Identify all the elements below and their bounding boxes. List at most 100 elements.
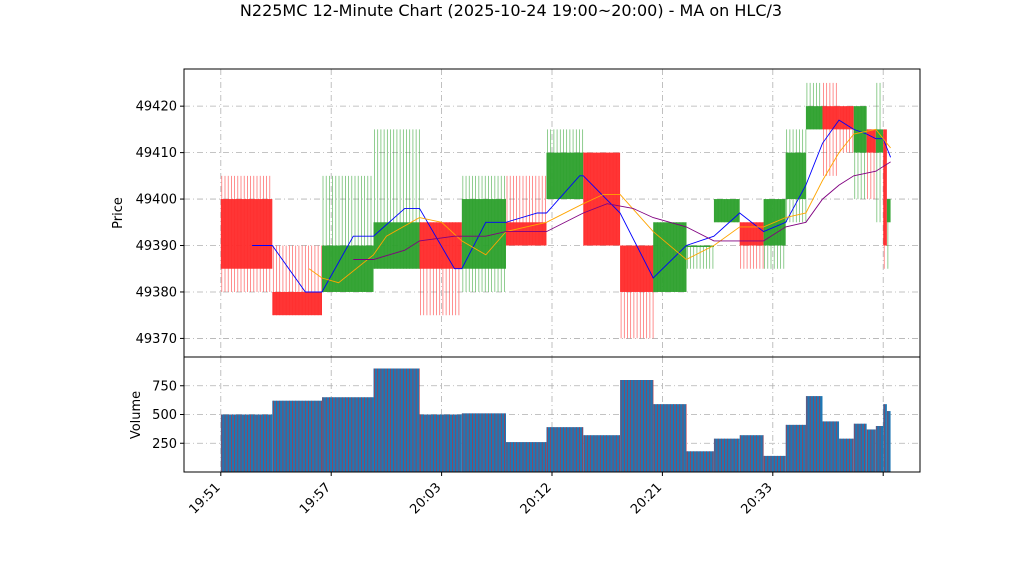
volume-bar-fill	[620, 380, 654, 472]
volume-bar-stripes	[740, 435, 764, 472]
x-tick-label: 19:51	[187, 480, 224, 517]
volume-bar	[373, 368, 420, 472]
candle-body	[839, 106, 854, 130]
candle-body	[322, 245, 374, 292]
volume-bars	[220, 368, 891, 472]
volume-bar	[506, 442, 547, 472]
price-candle	[805, 82, 823, 130]
candle-body	[886, 199, 891, 223]
price-candle	[461, 175, 506, 292]
x-tick-label: 20:03	[407, 480, 444, 517]
price-candle	[713, 199, 740, 223]
volume-bar-stripes	[506, 442, 546, 472]
price-candle	[653, 222, 687, 292]
price-candles	[220, 82, 891, 339]
volume-y-ticks: 250 500 750	[152, 379, 184, 452]
volume-bar-fill	[461, 413, 506, 472]
volume-bar-fill	[853, 423, 867, 472]
volume-bar-stripes	[583, 435, 620, 472]
volume-bar-fill	[546, 427, 584, 472]
volume-bar-stripes	[322, 397, 372, 472]
volume-tick-label: 500	[152, 408, 177, 423]
price-candle	[785, 129, 807, 223]
volume-bar-fill	[866, 429, 876, 472]
volume-bar-stripes	[221, 414, 271, 472]
volume-bar-stripes	[620, 380, 654, 472]
candle-body	[583, 152, 621, 246]
price-candle	[866, 129, 876, 200]
volume-bar	[739, 435, 764, 472]
candle-body	[461, 199, 506, 269]
volume-bar-fill	[272, 400, 322, 472]
volume-bar-stripes	[686, 451, 714, 472]
candle-body	[875, 129, 884, 153]
price-tick-label: 49410	[136, 146, 177, 161]
volume-axis-label: Volume	[129, 391, 144, 439]
volume-bar-stripes	[374, 368, 420, 472]
volume-bar	[883, 404, 887, 472]
volume-bar	[272, 400, 322, 472]
price-tick-label: 49400	[136, 193, 177, 208]
volume-bar-fill	[883, 404, 887, 472]
price-candle	[822, 82, 840, 176]
volume-bar	[713, 438, 740, 472]
candle-body	[686, 245, 714, 248]
price-candle	[620, 245, 654, 339]
price-candle	[322, 175, 374, 292]
volume-bar	[866, 429, 876, 472]
volume-bar-stripes	[876, 426, 881, 472]
x-tick-label: 20:33	[739, 480, 776, 517]
price-tick-label: 49390	[136, 239, 177, 254]
candle-body	[883, 129, 887, 246]
volume-bar	[853, 423, 867, 472]
candle-body	[220, 199, 273, 269]
price-candle	[546, 129, 584, 200]
volume-bar-fill	[875, 426, 884, 472]
x-tick-label: 20:21	[628, 480, 665, 517]
price-candle	[886, 199, 891, 269]
volume-bar	[220, 414, 273, 472]
moving-average-line	[252, 119, 892, 293]
moving-average-line	[308, 128, 891, 284]
volume-bar	[686, 451, 714, 472]
moving-average-line	[353, 161, 891, 260]
volume-bar-stripes	[653, 404, 687, 472]
candle-body	[822, 106, 840, 130]
candle-body	[853, 106, 867, 153]
volume-tick-label: 250	[152, 437, 177, 452]
volume-bar-fill	[763, 455, 786, 472]
volume-bar-fill	[785, 424, 806, 472]
volume-bar-stripes	[854, 423, 865, 472]
volume-bar	[461, 413, 506, 472]
volume-bar	[653, 404, 687, 472]
price-axis-label: Price	[111, 197, 126, 229]
volume-bar-stripes	[786, 424, 807, 472]
volume-bar	[546, 427, 584, 472]
candle-body	[713, 199, 740, 223]
candle-body	[546, 152, 584, 200]
volume-bar-stripes	[823, 421, 837, 472]
volume-bar	[583, 435, 621, 472]
candle-body	[805, 106, 823, 130]
volume-bar	[763, 455, 786, 472]
volume-bar-stripes	[420, 414, 460, 472]
candle-body	[785, 152, 806, 200]
volume-bar-stripes	[462, 413, 505, 472]
volume-bar-fill	[653, 404, 687, 472]
price-candle	[853, 106, 867, 200]
price-candle	[506, 175, 547, 246]
candle-body	[866, 129, 876, 153]
price-panel: 49370 49380 49390 49400 49410 49420 Price	[111, 68, 921, 358]
price-candle	[883, 129, 887, 269]
volume-bar	[419, 414, 462, 472]
volume-bar-fill	[886, 411, 891, 472]
volume-tick-label: 750	[152, 379, 177, 394]
price-tick-label: 49370	[136, 332, 177, 347]
volume-bar	[886, 411, 891, 472]
volume-bar-stripes	[806, 396, 821, 472]
price-candle	[272, 245, 322, 316]
price-tick-label: 49380	[136, 285, 177, 300]
price-candle	[839, 106, 854, 153]
volume-bar	[620, 380, 654, 472]
volume-bar-stripes	[764, 455, 785, 472]
